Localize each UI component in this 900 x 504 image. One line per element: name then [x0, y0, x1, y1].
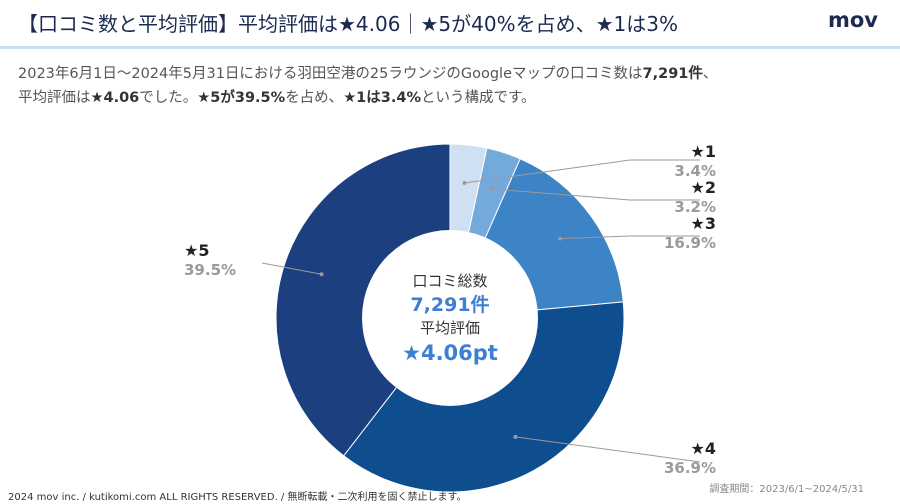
leader-dot	[489, 186, 494, 191]
desc-emphasis: 7,291件	[642, 66, 703, 82]
leader-line	[261, 262, 322, 275]
slice-category-label: ★2	[691, 178, 716, 197]
leader-line	[464, 159, 700, 184]
slice-percent-label: 3.2%	[674, 198, 716, 216]
desc-emphasis: ★4.06	[90, 90, 140, 106]
desc-emphasis: ★5が39.5%	[197, 90, 286, 106]
slice-percent-label: 16.9%	[664, 234, 716, 252]
leader-line	[515, 436, 701, 463]
leader-dot	[319, 272, 324, 277]
slice-percent-label: 36.9%	[664, 459, 716, 477]
slice-percent-label: 39.5%	[184, 261, 236, 279]
description-line-2: 平均評価は★4.06でした。★5が39.5%を占め、★1は3.4%という構成です…	[18, 86, 717, 110]
page-title: 【口コミ数と平均評価】平均評価は★4.06｜★5が40%を占め、★1は3%	[18, 12, 678, 36]
slice-category-label: ★4	[691, 439, 716, 458]
desc-text: 2023年6月1日〜2024年5月31日における羽田空港の25ラウンジのGoog…	[18, 66, 643, 82]
slice-category-label: ★1	[691, 142, 716, 161]
leader-line	[491, 188, 700, 201]
center-value-rating: ★4.06pt	[402, 341, 498, 365]
center-label-rating: 平均評価	[420, 319, 480, 337]
desc-text: でした。	[139, 90, 198, 106]
desc-text: を占め、	[285, 90, 344, 106]
copyright-footer: 2024 mov inc. / kutikomi.com ALL RIGHTS …	[8, 492, 467, 503]
center-label-count: 口コミ総数	[412, 272, 487, 290]
slice-percent-label: 3.4%	[674, 162, 716, 180]
desc-emphasis: ★1は3.4%	[343, 90, 421, 106]
survey-period: 調査期間：2023/6/1~2024/5/31	[709, 484, 864, 495]
desc-text: 、	[702, 66, 718, 82]
center-value-count: 7,291件	[410, 293, 489, 316]
leader-dot	[462, 181, 467, 186]
leader-line	[560, 235, 700, 240]
slice-category-label: ★3	[691, 214, 716, 233]
donut-hole	[362, 230, 538, 406]
desc-text: という構成です。	[421, 90, 536, 106]
desc-text: 平均評価は	[18, 90, 91, 106]
slice-labels: ★13.4%★23.2%★316.9% ★436.9% ★539.5%	[184, 142, 716, 477]
leader-lines	[261, 159, 701, 463]
description-line-1: 2023年6月1日〜2024年5月31日における羽田空港の25ラウンジのGoog…	[18, 62, 717, 86]
header-divider	[0, 46, 900, 49]
slice-category-label: ★5	[184, 241, 209, 260]
pie-slice	[275, 143, 451, 457]
mov-logo: mov	[828, 8, 878, 32]
leader-dot	[558, 236, 563, 241]
header: 【口コミ数と平均評価】平均評価は★4.06｜★5が40%を占め、★1は3% mo…	[0, 0, 900, 46]
leader-dot	[513, 434, 518, 439]
description: 2023年6月1日〜2024年5月31日における羽田空港の25ラウンジのGoog…	[18, 62, 717, 110]
